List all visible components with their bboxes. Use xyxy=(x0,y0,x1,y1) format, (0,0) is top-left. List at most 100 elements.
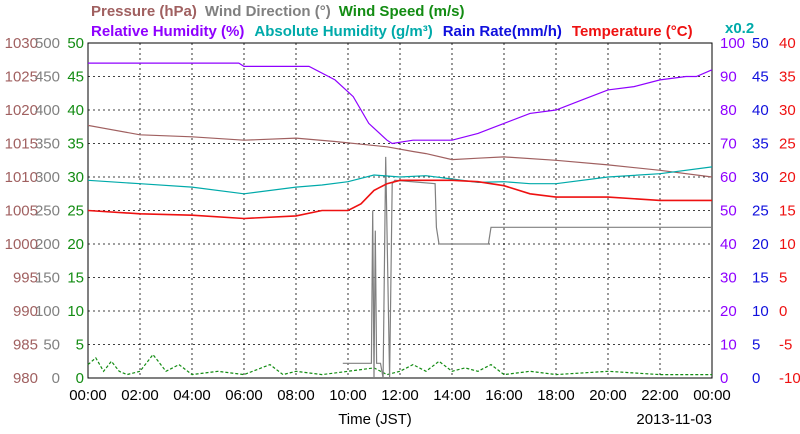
humidity-tick-label: 80 xyxy=(720,102,737,119)
rain-rate-tick-label: 35 xyxy=(752,136,769,153)
pressure-tick-label: 1000 xyxy=(5,236,38,253)
legend-rain-rate: Rain Rate(mm/h) xyxy=(443,23,562,40)
wind-direction-tick-label: 400 xyxy=(35,102,60,119)
x-tick-label: 20:00 xyxy=(589,387,627,404)
humidity-tick-label: 30 xyxy=(720,270,737,287)
abs-humidity-scale-note: x0.2 xyxy=(725,20,754,37)
pressure-tick-label: 1010 xyxy=(5,169,38,186)
wind-direction-tick-label: 500 xyxy=(35,35,60,52)
rain-rate-tick-label: 20 xyxy=(752,236,769,253)
series-temperature xyxy=(87,179,712,220)
pressure-tick-label: 980 xyxy=(13,370,38,387)
temperature-tick-label: 25 xyxy=(779,136,796,153)
temperature-tick-label: 35 xyxy=(779,69,796,86)
series-wind-direction xyxy=(342,156,712,379)
humidity-tick-label: 40 xyxy=(720,236,737,253)
pressure-tick-label: 1015 xyxy=(5,136,38,153)
x-tick-label: 00:00 xyxy=(693,387,731,404)
x-tick-label: 02:00 xyxy=(121,387,159,404)
wind-speed-tick-label: 15 xyxy=(67,270,84,287)
humidity-tick-label: 20 xyxy=(720,303,737,320)
humidity-tick-label: 10 xyxy=(720,337,737,354)
humidity-tick-label: 0 xyxy=(720,370,728,387)
temperature-tick-label: 20 xyxy=(779,169,796,186)
legend-row-1: Pressure (hPa) Wind Direction (°) Wind Spe… xyxy=(91,3,464,20)
wind-direction-tick-label: 200 xyxy=(35,236,60,253)
pressure-tick-label: 990 xyxy=(13,303,38,320)
series-wind-speed xyxy=(87,353,712,376)
x-tick-label: 18:00 xyxy=(537,387,575,404)
wind-direction-tick-label: 300 xyxy=(35,169,60,186)
rain-rate-tick-label: 0 xyxy=(752,370,760,387)
x-tick-label: 06:00 xyxy=(225,387,263,404)
x-tick-label: 14:00 xyxy=(433,387,471,404)
pressure-tick-label: 985 xyxy=(13,337,38,354)
legend-row-2: Relative Humidity (%) Absolute Humidity (… xyxy=(91,20,754,40)
wind-speed-tick-label: 5 xyxy=(76,337,84,354)
temperature-tick-label: 10 xyxy=(779,236,796,253)
legend-humidity: Relative Humidity (%) xyxy=(91,23,244,40)
rain-rate-tick-label: 25 xyxy=(752,203,769,220)
temperature-tick-label: 15 xyxy=(779,203,796,220)
wind-speed-tick-label: 50 xyxy=(67,35,84,52)
series-abs-humidity xyxy=(87,166,713,195)
humidity-tick-label: 50 xyxy=(720,203,737,220)
x-tick-label: 04:00 xyxy=(173,387,211,404)
temperature-tick-label: 5 xyxy=(779,270,787,287)
legend-wind-direction: Wind Direction (°) xyxy=(205,3,331,20)
x-tick-label: 08:00 xyxy=(277,387,315,404)
plot-area xyxy=(87,42,713,379)
humidity-tick-label: 90 xyxy=(720,69,737,86)
wind-direction-tick-label: 150 xyxy=(35,270,60,287)
pressure-tick-label: 995 xyxy=(13,270,38,287)
wind-speed-tick-label: 10 xyxy=(67,303,84,320)
wind-speed-tick-label: 30 xyxy=(67,169,84,186)
wind-direction-tick-label: 100 xyxy=(35,303,60,320)
pressure-tick-label: 1020 xyxy=(5,102,38,119)
humidity-tick-label: 60 xyxy=(720,169,737,186)
x-tick-label: 22:00 xyxy=(641,387,679,404)
wind-speed-tick-label: 20 xyxy=(67,236,84,253)
pressure-tick-label: 1005 xyxy=(5,203,38,220)
pressure-tick-label: 1025 xyxy=(5,69,38,86)
x-axis-label: Time (JST) xyxy=(338,411,412,428)
x-tick-label: 10:00 xyxy=(329,387,367,404)
rain-rate-tick-label: 30 xyxy=(752,169,769,186)
rain-rate-tick-label: 45 xyxy=(752,69,769,86)
legend-pressure: Pressure (hPa) xyxy=(91,3,197,20)
axes: 1030102510201015101010051000995990985980… xyxy=(5,35,800,387)
rain-rate-tick-label: 10 xyxy=(752,303,769,320)
series-humidity xyxy=(88,62,713,145)
rain-rate-tick-label: 40 xyxy=(752,102,769,119)
wind-speed-tick-label: 40 xyxy=(67,102,84,119)
temperature-tick-label: 30 xyxy=(779,102,796,119)
x-axis: 00:00 02:00 04:00 06:00 08:00 10:00 12:00 14:00… xyxy=(69,387,731,404)
wind-direction-tick-label: 50 xyxy=(43,337,60,354)
temperature-tick-label: 0 xyxy=(779,303,787,320)
pressure-tick-label: 1030 xyxy=(5,35,38,52)
wind-direction-tick-label: 350 xyxy=(35,136,60,153)
wind-speed-tick-label: 35 xyxy=(67,136,84,153)
rain-rate-tick-label: 15 xyxy=(752,270,769,287)
rain-rate-tick-label: 50 xyxy=(752,35,769,52)
humidity-tick-label: 100 xyxy=(720,35,745,52)
temperature-tick-label: -5 xyxy=(779,337,792,354)
wind-direction-tick-label: 450 xyxy=(35,69,60,86)
rain-rate-tick-label: 5 xyxy=(752,337,760,354)
temperature-tick-label: -10 xyxy=(779,370,800,387)
series-pressure xyxy=(87,124,713,178)
humidity-tick-label: 70 xyxy=(720,136,737,153)
wind-direction-tick-label: 0 xyxy=(52,370,60,387)
legend-wind-speed: Wind Speed (m/s) xyxy=(339,3,465,20)
wind-speed-tick-label: 0 xyxy=(76,370,84,387)
x-tick-label: 00:00 xyxy=(69,387,107,404)
legend-temperature: Temperature (°C) xyxy=(572,23,693,40)
wind-speed-tick-label: 25 xyxy=(67,203,84,220)
temperature-tick-label: 40 xyxy=(779,35,796,52)
date-label: 2013-11-03 xyxy=(636,411,712,428)
x-tick-label: 16:00 xyxy=(485,387,523,404)
legend-abs-humidity: Absolute Humidity (g/m³) xyxy=(254,23,432,40)
wind-speed-tick-label: 45 xyxy=(67,69,84,86)
wind-direction-tick-label: 250 xyxy=(35,203,60,220)
